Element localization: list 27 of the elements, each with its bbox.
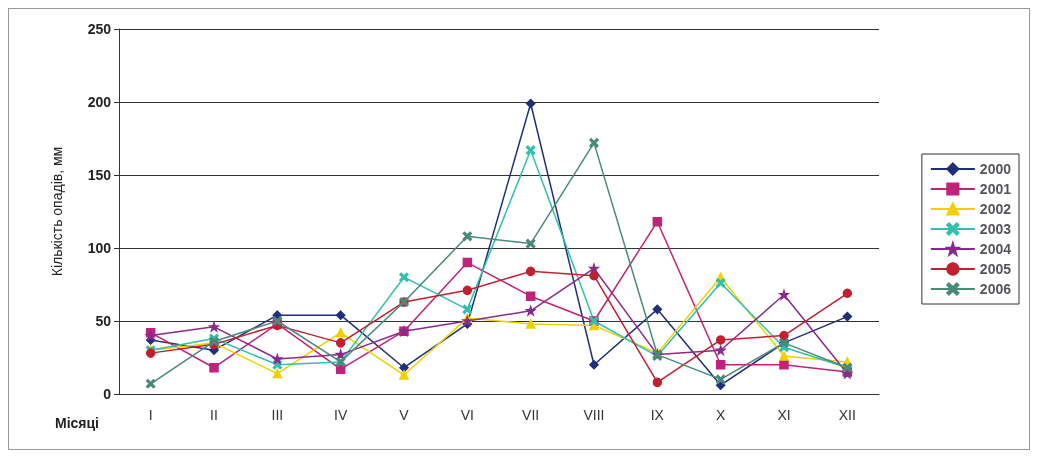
- x-tick-label: III: [271, 407, 284, 423]
- legend-label: 2003: [979, 221, 1012, 237]
- y-tick-label: 50: [95, 313, 112, 329]
- x-tick-label: XI: [777, 407, 791, 423]
- x-tick-label: XII: [838, 407, 856, 423]
- legend-label: 2005: [979, 261, 1012, 277]
- x-axis-title: Місяці: [54, 415, 99, 431]
- y-tick-label: 0: [103, 386, 112, 402]
- y-axis-title: Кількість опадів, мм: [49, 146, 65, 277]
- legend-label: 2006: [979, 281, 1012, 297]
- x-tick-label: IX: [650, 407, 665, 423]
- y-tick-label: 200: [87, 94, 112, 110]
- x-tick-label: X: [715, 407, 726, 423]
- x-tick-label: I: [148, 407, 153, 423]
- x-tick-label: VIII: [583, 407, 605, 423]
- x-tick-label: VII: [522, 407, 540, 423]
- y-tick-label: 100: [87, 240, 112, 256]
- x-tick-label: IV: [334, 407, 348, 423]
- y-tick-label: 150: [87, 167, 112, 183]
- legend-label: 2002: [979, 201, 1012, 217]
- x-tick-label: II: [210, 407, 218, 423]
- x-tick-label: VI: [460, 407, 474, 423]
- legend-label: 2001: [979, 181, 1012, 197]
- y-tick-label: 250: [87, 21, 112, 37]
- legend-label: 2004: [979, 241, 1012, 257]
- x-tick-label: V: [399, 407, 410, 423]
- legend-label: 2000: [979, 161, 1012, 177]
